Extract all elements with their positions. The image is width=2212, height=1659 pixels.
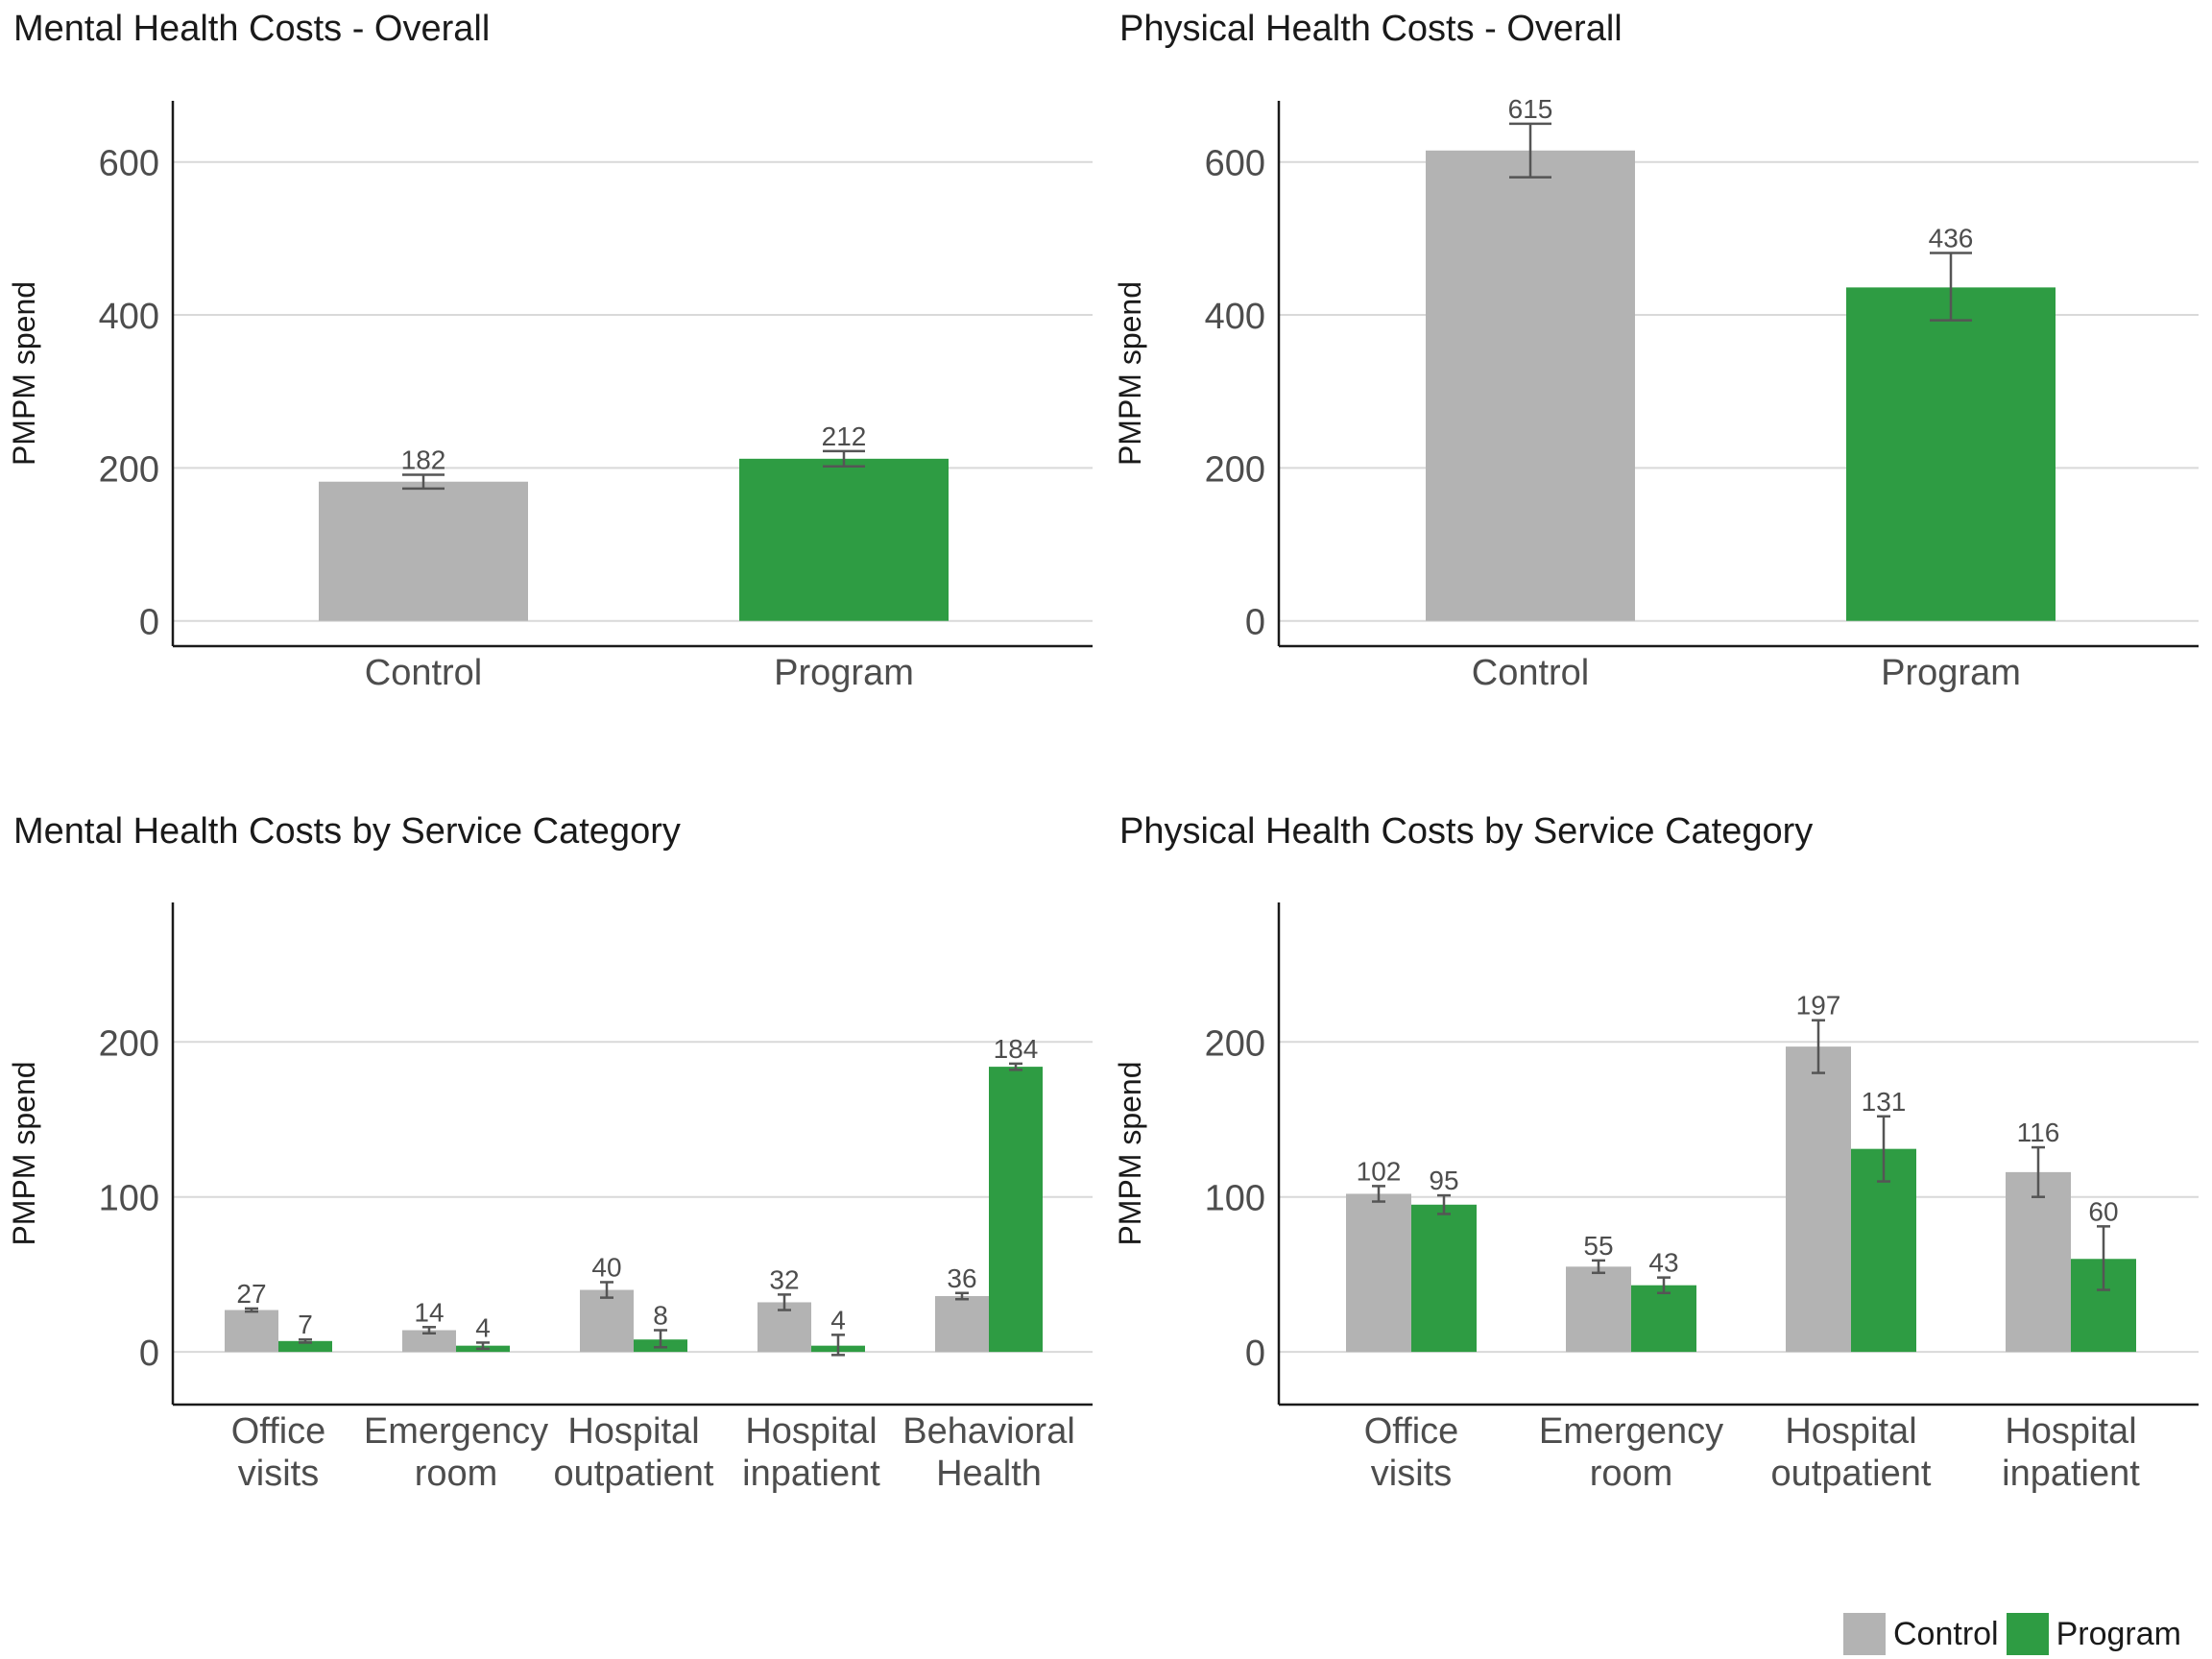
data-label: 27 (236, 1279, 266, 1309)
y-tick-label: 100 (99, 1179, 159, 1219)
data-label: 197 (1796, 991, 1841, 1021)
bar-control (225, 1310, 278, 1353)
data-label: 182 (401, 445, 446, 475)
y-tick-label: 600 (99, 144, 159, 184)
y-tick-label: 400 (99, 297, 159, 337)
bar-control (1346, 1193, 1411, 1353)
data-label: 102 (1357, 1156, 1402, 1186)
y-axis-label: PMPM spend (7, 281, 41, 466)
bar-program (989, 1067, 1043, 1353)
data-label: 40 (591, 1252, 621, 1282)
x-tick-label: room (415, 1454, 498, 1494)
data-label: 43 (1648, 1248, 1678, 1278)
y-tick-label: 200 (99, 1023, 159, 1064)
data-label: 60 (2088, 1196, 2118, 1226)
y-tick-label: 200 (1205, 449, 1265, 490)
chart-title: Mental Health Costs - Overall (13, 9, 490, 49)
x-tick-label: Emergency (1539, 1411, 1723, 1452)
bar-control (1426, 150, 1635, 621)
bar-control (2006, 1171, 2071, 1353)
y-tick-label: 0 (1245, 603, 1265, 643)
chart-panel-4: Physical Health Costs by Service Categor… (1113, 811, 2199, 1494)
data-label: 615 (1508, 94, 1553, 124)
x-tick-label: Hospital (2005, 1411, 2136, 1452)
chart-title: Physical Health Costs by Service Categor… (1119, 811, 1813, 852)
x-tick-label: Hospital (1785, 1411, 1916, 1452)
chart-panel-2: Physical Health Costs - Overall PMPM spen… (1113, 9, 2199, 693)
x-tick-label: visits (238, 1454, 319, 1494)
x-tick-label: Emergency (364, 1411, 548, 1452)
bar-program (1631, 1285, 1696, 1353)
bar-program (278, 1340, 332, 1353)
chart-panel-3: Mental Health Costs by Service Category P… (7, 811, 1093, 1494)
data-label: 131 (1862, 1087, 1907, 1117)
x-tick-label: Hospital (567, 1411, 699, 1452)
x-tick-label: Behavioral (902, 1411, 1075, 1452)
x-tick-label: Control (365, 653, 483, 693)
y-axis-label: PMPM spend (7, 1061, 41, 1245)
bar-program (1846, 287, 2056, 621)
y-tick-label: 200 (99, 449, 159, 490)
x-tick-label: outpatient (1771, 1454, 1932, 1494)
x-tick-label: outpatient (554, 1454, 714, 1494)
data-label: 8 (653, 1301, 668, 1331)
legend-item-program: Program (2006, 1613, 2181, 1655)
y-axis-label: PMPM spend (1113, 1061, 1147, 1245)
y-axis-label: PMPM spend (1113, 281, 1147, 466)
x-tick-label: inpatient (2002, 1454, 2140, 1494)
bar-control (580, 1289, 634, 1353)
legend: Control Program (1843, 1613, 2189, 1655)
bar-control (1566, 1266, 1631, 1353)
legend-label-control: Control (1893, 1615, 1999, 1652)
x-tick-label: visits (1371, 1454, 1452, 1494)
data-label: 36 (947, 1263, 976, 1293)
y-tick-label: 0 (1245, 1334, 1265, 1374)
y-tick-label: 0 (139, 1334, 159, 1374)
data-label: 14 (414, 1297, 444, 1327)
bar-control (1786, 1046, 1851, 1353)
x-tick-label: Office (231, 1411, 326, 1452)
legend-swatch-control (1843, 1613, 1886, 1655)
data-label: 212 (822, 421, 867, 451)
data-label: 436 (1929, 224, 1974, 253)
data-label: 7 (298, 1310, 313, 1339)
x-tick-label: Program (1881, 653, 2021, 693)
x-tick-label: Hospital (745, 1411, 877, 1452)
bar-program (1851, 1148, 1916, 1353)
chart-panel-1: Mental Health Costs - Overall PMPM spend 0… (7, 9, 1093, 693)
x-tick-label: inpatient (742, 1454, 880, 1494)
data-label: 32 (769, 1264, 799, 1294)
legend-item-control: Control (1843, 1613, 1999, 1655)
y-tick-label: 200 (1205, 1023, 1265, 1064)
chart-title: Physical Health Costs - Overall (1119, 9, 1623, 49)
bar-control (935, 1296, 989, 1353)
bar-program (1411, 1204, 1477, 1353)
data-label: 95 (1429, 1166, 1458, 1195)
y-tick-label: 100 (1205, 1179, 1265, 1219)
legend-swatch-program (2006, 1613, 2049, 1655)
bar-control (402, 1330, 456, 1353)
data-label: 4 (475, 1312, 491, 1342)
chart-title: Mental Health Costs by Service Category (13, 811, 681, 852)
y-tick-label: 600 (1205, 144, 1265, 184)
data-label: 116 (2017, 1118, 2060, 1147)
data-label: 184 (994, 1034, 1039, 1064)
x-tick-label: room (1590, 1454, 1673, 1494)
legend-label-program: Program (2056, 1615, 2181, 1652)
x-tick-label: Control (1472, 653, 1590, 693)
y-tick-label: 0 (139, 603, 159, 643)
bar-program (739, 458, 949, 621)
x-tick-label: Program (774, 653, 914, 693)
bar-control (319, 481, 528, 621)
x-tick-label: Health (936, 1454, 1042, 1494)
y-tick-label: 400 (1205, 297, 1265, 337)
x-tick-label: Office (1364, 1411, 1459, 1452)
data-label: 55 (1583, 1231, 1613, 1261)
data-label: 4 (830, 1305, 846, 1334)
